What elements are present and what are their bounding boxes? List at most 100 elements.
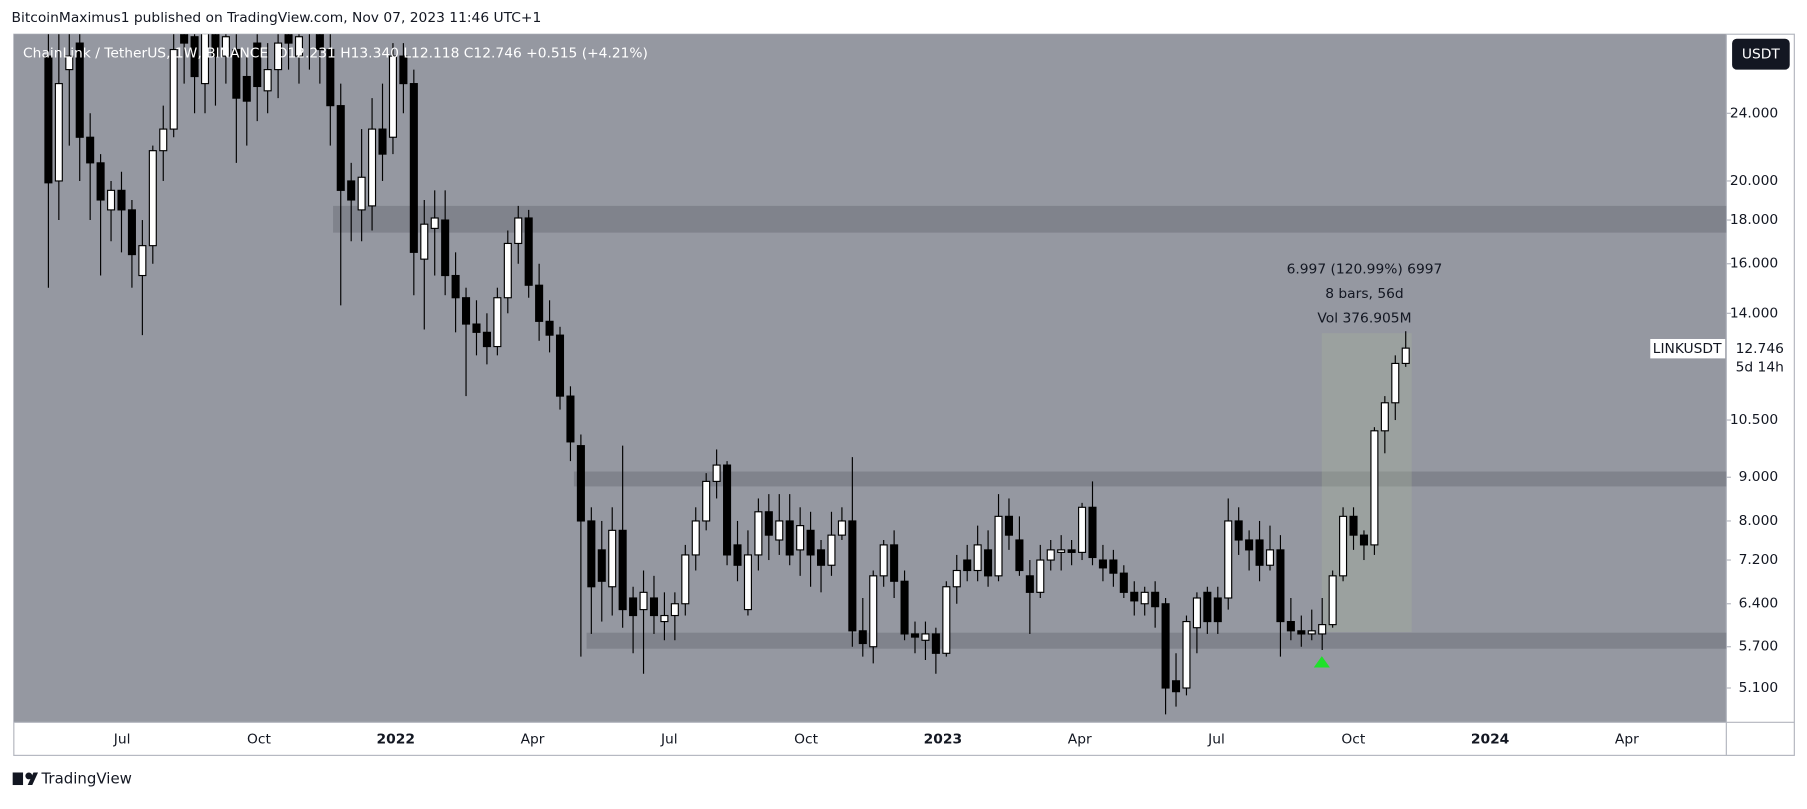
signal-arrow (1313, 656, 1330, 668)
candle-body (649, 597, 659, 617)
x-tick-label: 2023 (924, 731, 962, 747)
candle-body (994, 515, 1003, 577)
candle-body (712, 464, 721, 482)
candle-body (858, 630, 867, 645)
symbol-title: ChainLink / TetherUS, 1W, BINANCE (23, 46, 268, 62)
x-tick-label: Apr (1615, 731, 1639, 747)
candle-body (378, 128, 387, 155)
candle-body (1234, 520, 1243, 541)
candle-body (869, 575, 878, 648)
currency-button[interactable] (1732, 38, 1790, 70)
candle-body (723, 464, 732, 556)
candle-body (618, 529, 627, 611)
candle-body (451, 274, 460, 299)
candle-body (86, 136, 95, 164)
candle-body (900, 580, 909, 635)
x-tick-label: Apr (521, 731, 545, 747)
candle-body (1203, 591, 1212, 623)
candle-body (796, 525, 805, 551)
measure-label: 8 bars, 56d (1325, 286, 1403, 302)
currency-label[interactable]: USDT (1742, 47, 1781, 63)
x-tick-label: Oct (247, 731, 272, 747)
candle-body (54, 83, 63, 182)
candle-body (973, 544, 982, 572)
candle-body (388, 55, 397, 138)
candle-body (1025, 575, 1034, 593)
candle-body (984, 549, 993, 577)
x-tick-label: Oct (1341, 731, 1366, 747)
y-tick-label: 6.400 (1739, 596, 1779, 612)
candle-body (138, 245, 147, 277)
candle-body (1140, 591, 1149, 605)
candle-body (806, 529, 815, 556)
candle-body (733, 544, 742, 566)
footer-brand: TradingView (40, 769, 131, 787)
candle-body (1286, 620, 1295, 632)
x-tick-label: Jul (113, 731, 131, 747)
candle-body (211, 34, 220, 57)
candle-body (1161, 603, 1170, 689)
candle-body (441, 219, 450, 277)
candle-body (409, 83, 418, 253)
candle-body (921, 633, 930, 641)
candle-body (1171, 680, 1181, 693)
candle-body (639, 591, 648, 611)
candle-body (535, 284, 544, 322)
candle-body (1380, 402, 1389, 432)
candle-body (1339, 515, 1348, 577)
candle-body (764, 511, 773, 536)
candle-body (1349, 515, 1358, 536)
candle-body (169, 48, 178, 130)
candle-body (702, 480, 711, 522)
candle-body (890, 544, 899, 582)
logo-mark (27, 772, 39, 786)
candle-body (294, 36, 304, 57)
candle-body (190, 36, 199, 78)
candle-body (1297, 630, 1306, 635)
candle-body (127, 209, 136, 256)
candle-body (545, 320, 554, 336)
candle-body (493, 297, 502, 348)
candle-body (608, 529, 617, 588)
candle-body (430, 217, 439, 229)
logo-mark (12, 772, 24, 786)
candle-body (1318, 624, 1327, 635)
candle-body (1359, 534, 1368, 546)
last-price-label: 12.746 (1736, 341, 1784, 357)
candle-body (1370, 430, 1379, 546)
y-tick-label: 20.000 (1730, 173, 1778, 189)
candle-body (96, 162, 105, 201)
candle-body (587, 520, 596, 588)
candle-body (963, 559, 972, 572)
candle-body (503, 242, 512, 299)
candle-body (221, 36, 230, 57)
candle-body (524, 217, 533, 286)
x-tick-label: Jul (660, 731, 678, 747)
candle-body (117, 189, 126, 211)
candle-body (200, 34, 210, 85)
candle-body (1067, 549, 1076, 553)
candle-body (816, 549, 826, 566)
y-tick-label: 7.200 (1739, 552, 1779, 568)
candle-body (159, 128, 168, 152)
candle-body (514, 217, 523, 245)
candle-body (44, 55, 53, 184)
candle-body (1276, 549, 1285, 623)
candle-body (1265, 549, 1275, 566)
candle-body (952, 569, 961, 588)
candle-body (75, 42, 84, 138)
candle-body (315, 34, 324, 51)
candle-body (420, 223, 429, 260)
y-tick-label: 9.000 (1739, 469, 1779, 485)
candle-body (1328, 575, 1337, 626)
candle-body (1015, 539, 1024, 572)
x-tick-label: Jul (1207, 731, 1225, 747)
candle-body (1245, 539, 1254, 551)
y-tick-label: 5.100 (1739, 680, 1779, 696)
candle-body (1078, 506, 1087, 553)
candle-body (1151, 591, 1160, 608)
candle-body (1307, 630, 1316, 635)
candle-body (1182, 620, 1191, 689)
